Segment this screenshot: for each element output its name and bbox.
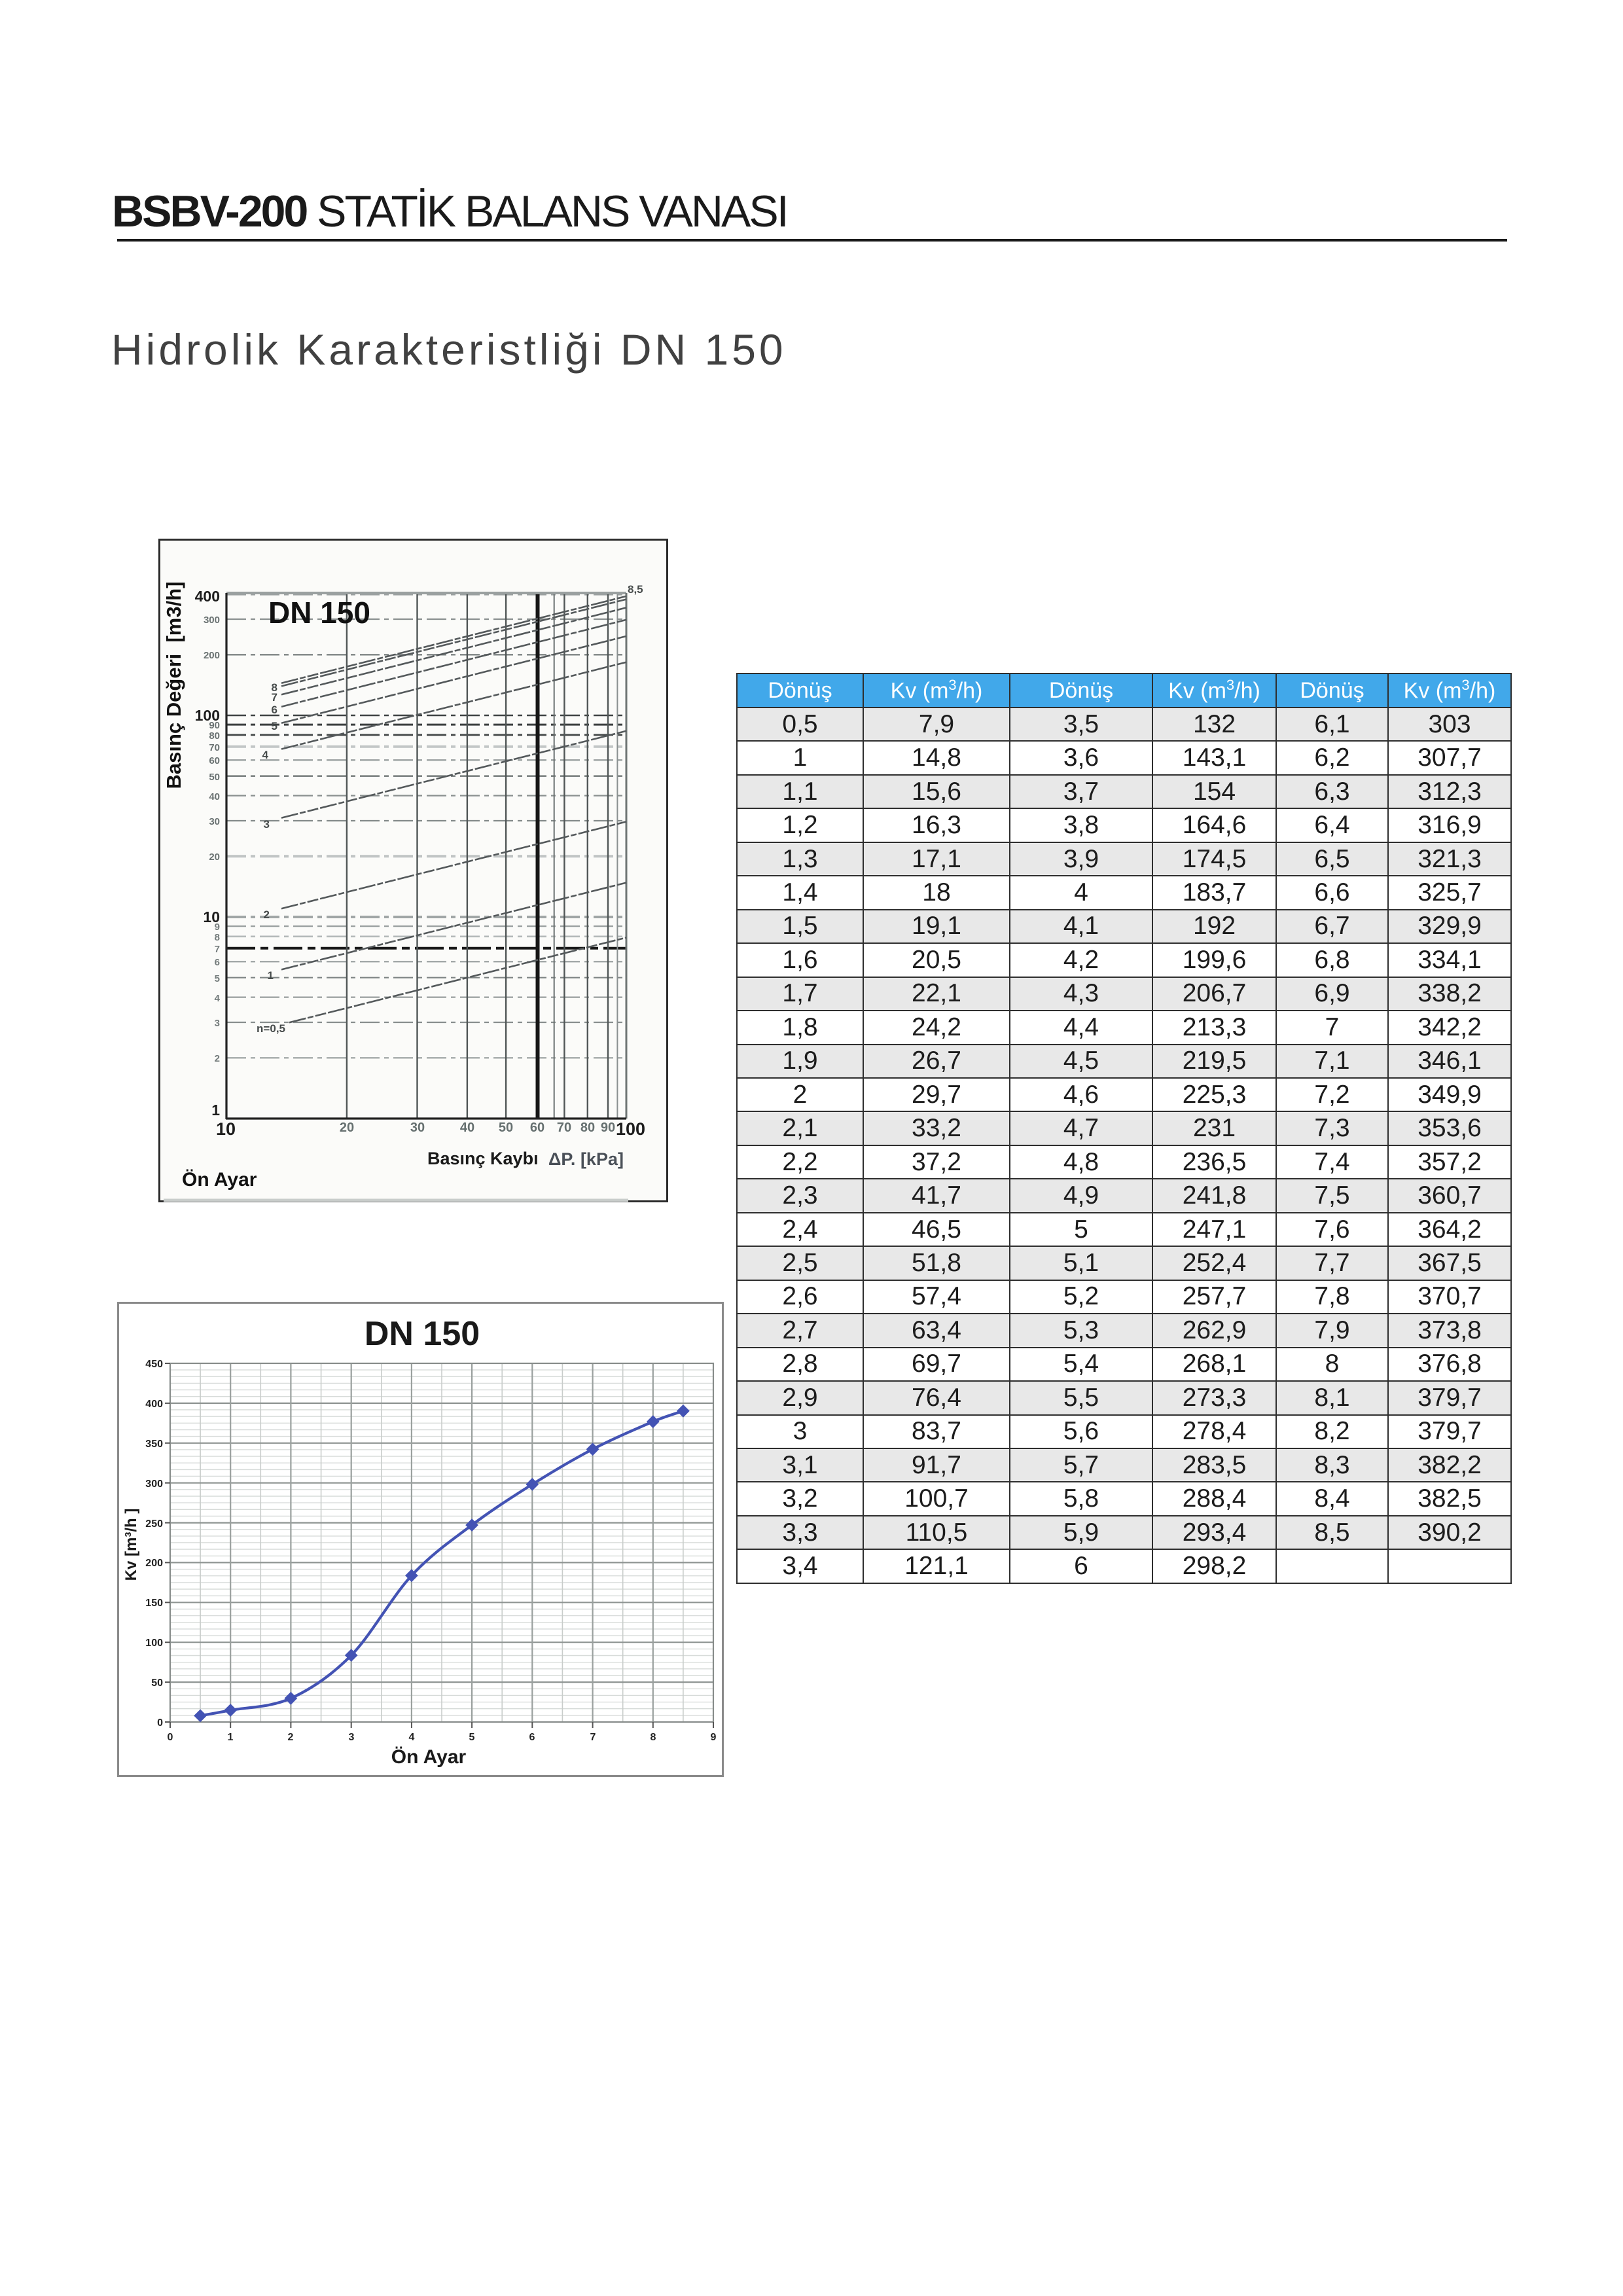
svg-text:4: 4	[262, 749, 269, 761]
svg-text:6: 6	[215, 957, 220, 968]
svg-text:8: 8	[215, 932, 220, 943]
svg-text:40: 40	[209, 791, 220, 802]
svg-text:5: 5	[215, 973, 220, 984]
svg-text:1: 1	[228, 1732, 234, 1743]
svg-text:1: 1	[211, 1102, 220, 1119]
svg-text:3: 3	[264, 818, 270, 831]
svg-text:90: 90	[209, 720, 220, 731]
svg-text:50: 50	[209, 772, 220, 783]
svg-text:7: 7	[215, 944, 220, 955]
svg-text:250: 250	[145, 1518, 163, 1530]
svg-text:0: 0	[168, 1732, 173, 1743]
svg-text:6: 6	[272, 704, 277, 716]
svg-text:8,5: 8,5	[628, 583, 643, 596]
svg-text:7: 7	[590, 1732, 596, 1743]
svg-text:7: 7	[272, 691, 277, 704]
svg-text:400: 400	[195, 588, 220, 605]
svg-text:1: 1	[268, 969, 274, 982]
svg-text:DN 150: DN 150	[268, 596, 370, 630]
svg-text:150: 150	[145, 1598, 163, 1609]
svg-text:5: 5	[272, 720, 277, 732]
svg-text:200: 200	[145, 1558, 163, 1569]
svg-text:20: 20	[209, 852, 220, 863]
svg-text:60: 60	[209, 755, 220, 766]
svg-text:3: 3	[215, 1018, 220, 1029]
svg-text:70: 70	[209, 742, 220, 753]
svg-text:70: 70	[557, 1121, 571, 1135]
svg-text:50: 50	[499, 1121, 513, 1135]
svg-text:80: 80	[209, 730, 220, 742]
svg-text:9: 9	[711, 1732, 717, 1743]
svg-text:100: 100	[195, 707, 220, 724]
svg-text:8: 8	[272, 681, 277, 694]
svg-text:300: 300	[145, 1479, 163, 1490]
svg-text:4: 4	[215, 993, 221, 1004]
svg-text:100: 100	[616, 1119, 645, 1139]
svg-text:DN 150: DN 150	[365, 1315, 480, 1353]
svg-text:350: 350	[145, 1439, 163, 1450]
svg-text:6: 6	[529, 1732, 535, 1743]
svg-text:3: 3	[349, 1732, 355, 1743]
svg-text:2: 2	[264, 908, 270, 921]
svg-text:ΔP. [kPa]: ΔP. [kPa]	[548, 1149, 624, 1169]
svg-text:20: 20	[340, 1121, 354, 1135]
svg-text:5: 5	[469, 1732, 475, 1743]
svg-text:50: 50	[151, 1677, 163, 1689]
svg-text:4: 4	[409, 1732, 415, 1743]
svg-text:30: 30	[410, 1121, 425, 1135]
svg-text:300: 300	[204, 615, 220, 626]
svg-text:8: 8	[651, 1732, 656, 1743]
svg-text:10: 10	[203, 908, 220, 925]
svg-text:80: 80	[580, 1121, 595, 1135]
svg-text:100: 100	[145, 1638, 163, 1649]
svg-text:Basınç Kaybı: Basınç Kaybı	[427, 1149, 539, 1168]
svg-text:Ön Ayar: Ön Ayar	[182, 1169, 257, 1191]
svg-text:90: 90	[601, 1121, 615, 1135]
svg-text:Ön Ayar: Ön Ayar	[391, 1746, 467, 1768]
svg-text:0: 0	[157, 1717, 163, 1729]
svg-text:30: 30	[209, 816, 220, 827]
svg-text:Kv [m³/h ]: Kv [m³/h ]	[122, 1509, 140, 1581]
svg-text:40: 40	[460, 1121, 474, 1135]
svg-text:10: 10	[216, 1119, 236, 1139]
svg-text:2: 2	[288, 1732, 294, 1743]
svg-text:200: 200	[204, 650, 220, 661]
svg-text:400: 400	[145, 1399, 163, 1410]
svg-text:2: 2	[215, 1053, 220, 1064]
svg-text:Basınç Değeri [m3/h]: Basınç Değeri [m3/h]	[162, 582, 185, 789]
svg-text:9: 9	[215, 922, 220, 933]
svg-text:60: 60	[530, 1121, 544, 1135]
svg-text:450: 450	[145, 1359, 163, 1370]
svg-text:n=0,5: n=0,5	[257, 1022, 285, 1035]
